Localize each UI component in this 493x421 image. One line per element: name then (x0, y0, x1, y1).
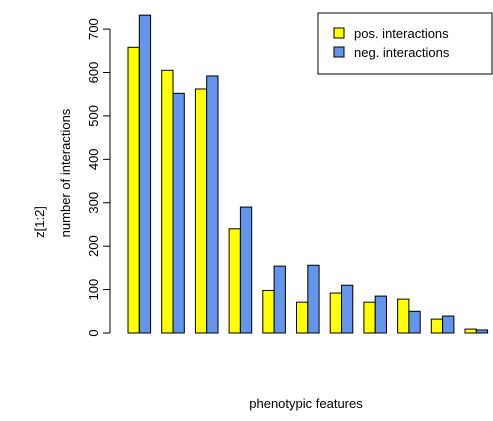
bar (161, 69, 174, 334)
bar (374, 295, 388, 334)
bar (442, 315, 455, 334)
legend-swatch (333, 27, 345, 39)
y-tick-label: 600 (86, 62, 101, 84)
bar (296, 301, 309, 334)
y-tick-label: 0 (86, 329, 101, 336)
bar (475, 329, 489, 334)
bar (464, 328, 477, 334)
bar (408, 310, 421, 334)
bar (273, 265, 286, 334)
bar (138, 14, 152, 334)
bar (307, 264, 320, 334)
legend-label: pos. interactions (354, 26, 449, 41)
bar (127, 46, 140, 334)
legend-swatch (333, 46, 345, 58)
bar (172, 92, 185, 334)
y-tick-label: 400 (86, 148, 101, 170)
bar (228, 228, 241, 334)
bar (262, 289, 275, 334)
bar (329, 292, 343, 334)
y-axis-outer-label: z[1:2] (32, 206, 47, 238)
legend-box (317, 12, 493, 75)
y-tick-label: 100 (86, 279, 101, 301)
bar (363, 301, 376, 334)
bar (206, 75, 219, 334)
legend-label: neg. interactions (354, 45, 450, 60)
y-axis-label: number of interactions (58, 108, 73, 237)
bar (194, 88, 208, 334)
y-tick-label: 300 (86, 192, 101, 214)
bar (239, 206, 253, 334)
x-axis-label: phenotypic features (249, 396, 363, 411)
bar (397, 298, 410, 334)
bar (430, 318, 444, 334)
bar (341, 284, 354, 334)
y-tick-label: 700 (86, 18, 101, 40)
y-tick-label: 200 (86, 235, 101, 257)
y-tick-label: 500 (86, 105, 101, 127)
